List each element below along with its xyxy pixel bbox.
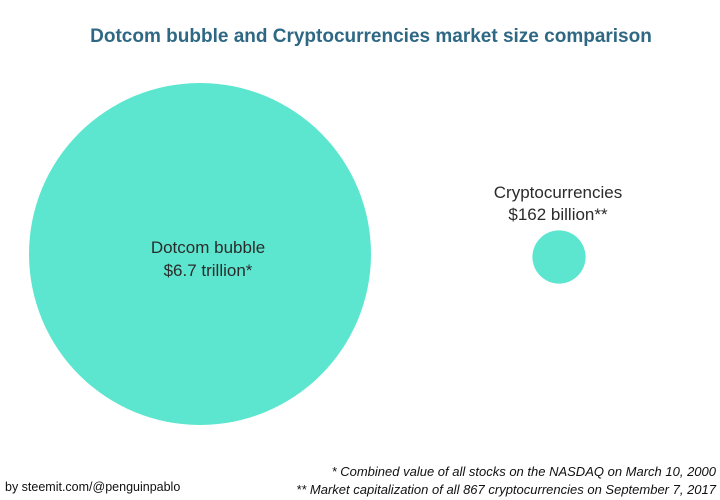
- chart-title: Dotcom bubble and Cryptocurrencies marke…: [90, 26, 652, 47]
- crypto-value-label: $162 billion**: [508, 205, 608, 224]
- footnote-nasdaq: * Combined value of all stocks on the NA…: [331, 464, 716, 479]
- footnote-crypto: ** Market capitalization of all 867 cryp…: [296, 482, 716, 497]
- credit-text: by steemit.com/@penguinpablo: [5, 480, 181, 494]
- bubble-dotcom: [29, 83, 371, 425]
- crypto-name-label: Cryptocurrencies: [494, 183, 623, 202]
- dotcom-value-label: $6.7 trillion*: [164, 261, 253, 280]
- dotcom-name-label: Dotcom bubble: [151, 238, 265, 257]
- footnotes: * Combined value of all stocks on the NA…: [296, 463, 716, 499]
- bubble-crypto: [532, 230, 586, 284]
